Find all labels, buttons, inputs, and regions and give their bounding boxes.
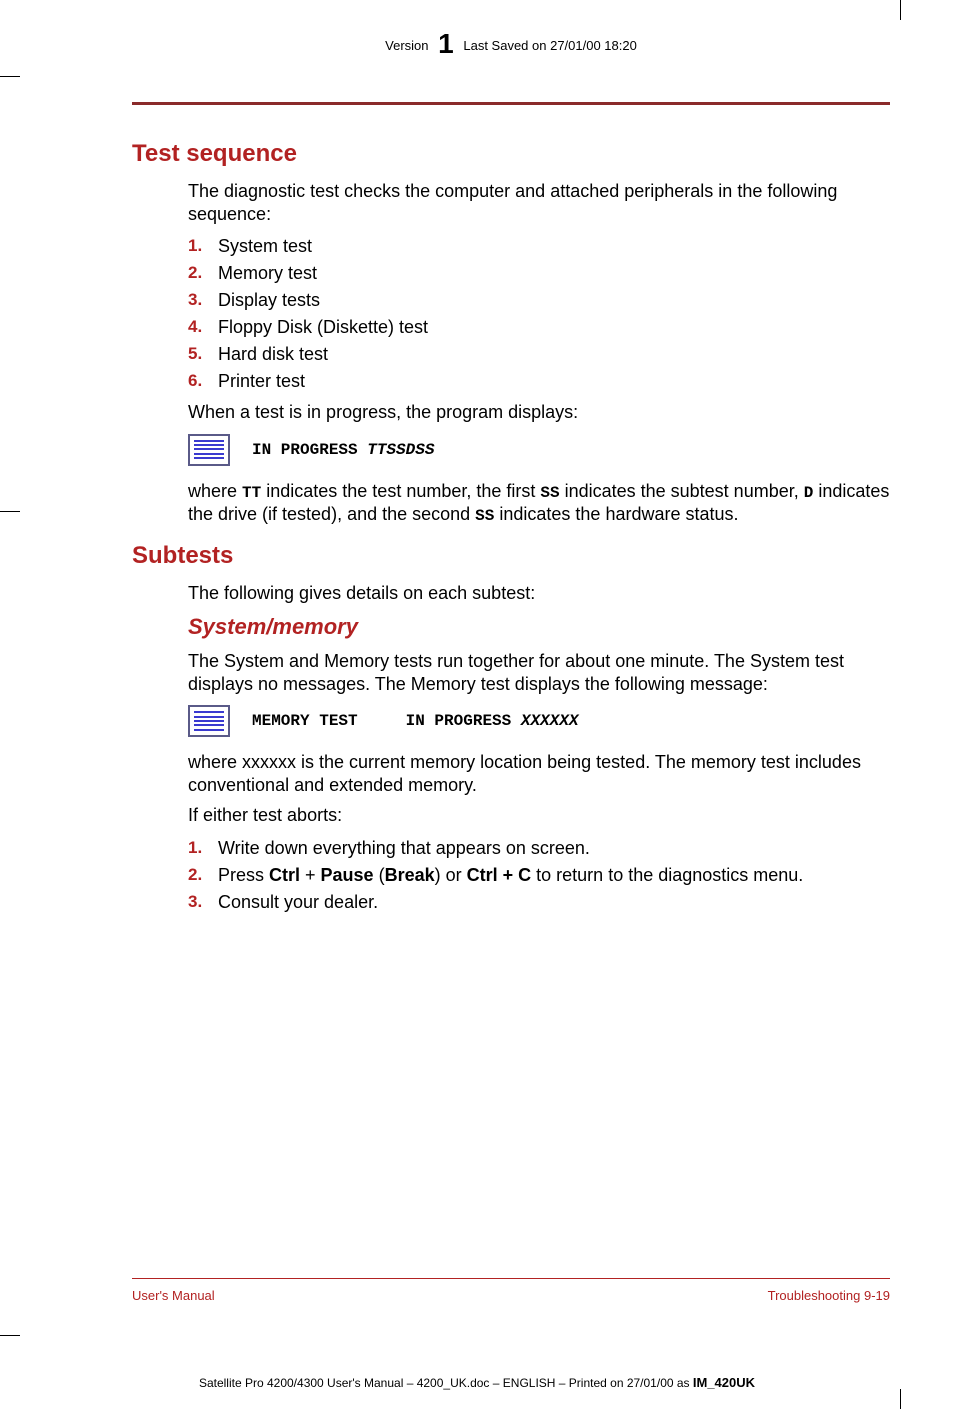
code-text: IN PROGRESS TTSSDSS: [252, 441, 434, 459]
screen-icon: [188, 705, 230, 737]
page-footer: User's Manual Troubleshooting 9-19: [132, 1288, 890, 1303]
list-item: 4.Floppy Disk (Diskette) test: [188, 314, 890, 341]
footer-rule: [132, 1278, 890, 1279]
list-item: 3.Consult your dealer.: [188, 889, 890, 916]
abort-steps-list: 1.Write down everything that appears on …: [188, 835, 890, 916]
list-item: 2.Press Ctrl + Pause (Break) or Ctrl + C…: [188, 862, 890, 889]
test-sequence-list: 1.System test 2.Memory test 3.Display te…: [188, 233, 890, 395]
header-rule: [132, 102, 890, 105]
heading-subtests: Subtests: [132, 542, 890, 570]
list-item: 6.Printer test: [188, 368, 890, 395]
list-item: 5.Hard disk test: [188, 341, 890, 368]
if-abort-paragraph: If either test aborts:: [188, 804, 890, 827]
list-item: 1.Write down everything that appears on …: [188, 835, 890, 862]
page-content: Test sequence The diagnostic test checks…: [132, 140, 890, 922]
heading-system-memory: System/memory: [188, 614, 890, 640]
where-paragraph-1: where TT indicates the test number, the …: [188, 480, 890, 526]
sysmem-paragraph: The System and Memory tests run together…: [188, 650, 890, 695]
heading-test-sequence: Test sequence: [132, 140, 890, 168]
list-item: 2.Memory test: [188, 260, 890, 287]
code-display-2: MEMORY TEST IN PROGRESS XXXXXX: [188, 705, 890, 737]
intro-paragraph: The diagnostic test checks the computer …: [188, 180, 890, 225]
subtests-intro: The following gives details on each subt…: [188, 582, 890, 605]
save-timestamp: Last Saved on 27/01/00 18:20: [463, 38, 636, 53]
screen-icon: [188, 434, 230, 466]
list-item: 3.Display tests: [188, 287, 890, 314]
when-paragraph: When a test is in progress, the program …: [188, 401, 890, 424]
code-display-1: IN PROGRESS TTSSDSS: [188, 434, 890, 466]
list-item: 1.System test: [188, 233, 890, 260]
print-info: Satellite Pro 4200/4300 User's Manual – …: [0, 1375, 954, 1390]
footer-left: User's Manual: [132, 1288, 215, 1303]
version-header: Version 1 Last Saved on 27/01/00 18:20: [132, 28, 890, 60]
version-label: Version: [385, 38, 428, 53]
footer-right: Troubleshooting 9-19: [768, 1288, 890, 1303]
where-paragraph-2: where xxxxxx is the current memory locat…: [188, 751, 890, 796]
code-text: MEMORY TEST IN PROGRESS XXXXXX: [252, 712, 578, 730]
version-number: 1: [438, 28, 454, 59]
